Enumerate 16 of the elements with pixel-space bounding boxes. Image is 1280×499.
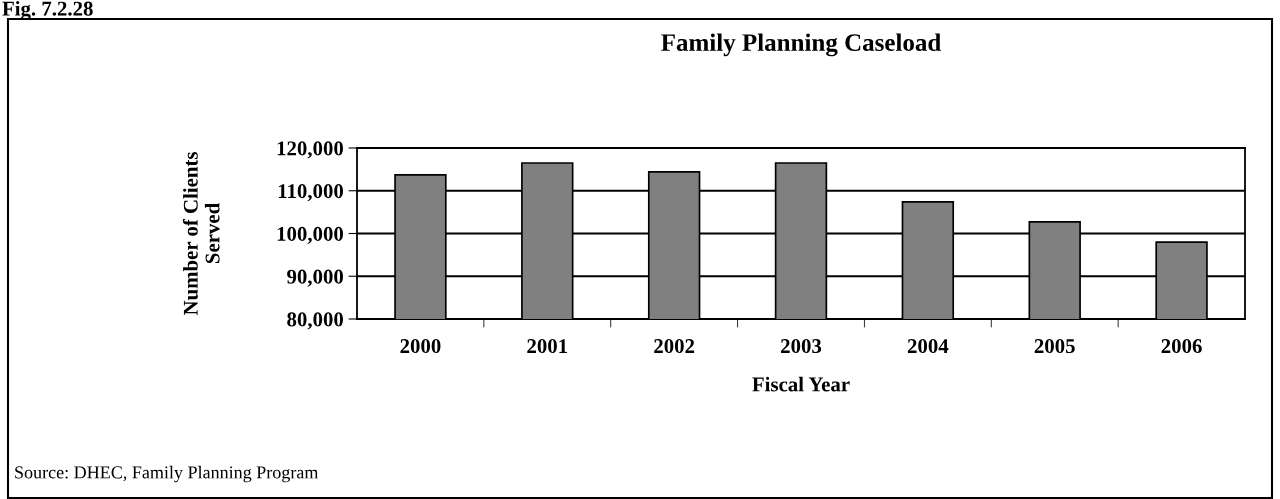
x-tick-label: 2004 [907, 339, 949, 354]
chart-title: Family Planning Caseload [661, 33, 942, 57]
x-axis-title: Fiscal Year [752, 376, 850, 392]
x-tick-label: 2002 [654, 339, 695, 354]
y-tick-label: 100,000 [277, 226, 344, 244]
y-tick-label: 120,000 [277, 141, 344, 159]
y-tick-label: 90,000 [287, 269, 344, 287]
y-tick-label: 110,000 [278, 184, 344, 202]
y-axis-title: Number of Clients Served [182, 152, 220, 316]
x-tick-label: 2001 [527, 339, 568, 354]
x-tick-label: 2000 [400, 339, 441, 354]
x-tick-label: 2006 [1161, 339, 1202, 354]
y-tick-label: 80,000 [287, 312, 344, 330]
x-tick-label: 2005 [1034, 339, 1075, 354]
x-tick-label: 2003 [781, 339, 822, 354]
source-note: Source: DHEC, Family Planning Program [15, 465, 319, 483]
